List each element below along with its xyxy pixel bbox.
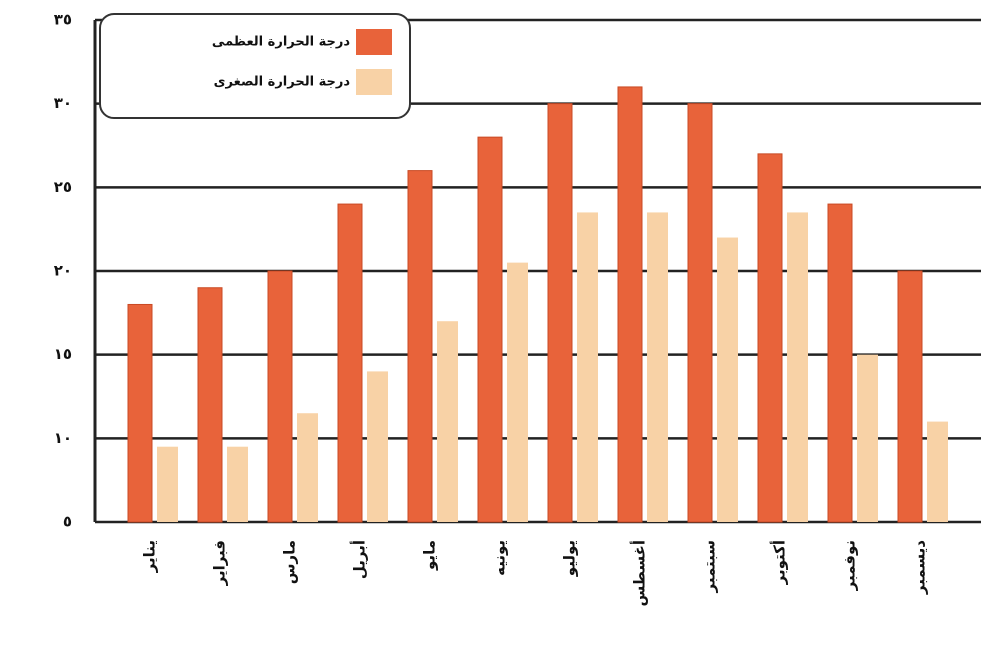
bar — [897, 270, 923, 523]
y-tick-label: ٣٠ — [54, 94, 72, 112]
x-tick-label: ديسمبر — [911, 540, 929, 595]
y-tick-label: ١٠ — [54, 429, 72, 447]
bar — [127, 303, 153, 523]
bar — [787, 212, 808, 522]
bar — [407, 170, 433, 523]
bar — [157, 446, 178, 522]
x-tick-label: يونيه — [491, 540, 509, 576]
bar — [337, 203, 363, 523]
bar — [267, 270, 293, 523]
legend-swatch — [356, 69, 392, 95]
bar — [827, 203, 853, 523]
y-tick-label: ٥ — [63, 513, 72, 531]
x-tick-label: يوليو — [561, 540, 579, 577]
y-tick-label: ١٥ — [54, 345, 72, 363]
bar — [647, 212, 668, 522]
y-tick-label: ٢٥ — [54, 178, 72, 196]
legend-label: درجة الحرارة الصغرى — [214, 75, 351, 90]
bar — [687, 103, 713, 523]
legend: درجة الحرارة العظمى درجة الحرارة الصغرى — [99, 13, 411, 119]
bar — [297, 413, 318, 522]
x-tick-label: مارس — [281, 540, 299, 584]
legend-box — [99, 13, 411, 119]
x-tick-label: يناير — [141, 540, 159, 573]
bar — [367, 371, 388, 522]
bar — [617, 86, 643, 523]
bar — [197, 287, 223, 523]
y-tick-label: ٣٥ — [54, 11, 72, 29]
x-tick-label: أبريل — [350, 540, 369, 579]
bar — [577, 212, 598, 522]
bar — [757, 153, 783, 523]
bar — [717, 237, 738, 523]
legend-label: درجة الحرارة العظمى — [212, 35, 350, 50]
x-tick-label: سبتمبر — [701, 540, 719, 594]
x-tick-label: أكتوبر — [770, 540, 789, 585]
bar — [507, 262, 528, 522]
bar — [227, 446, 248, 522]
bar — [857, 354, 878, 522]
bar — [437, 321, 458, 522]
bar — [927, 421, 948, 522]
y-tick-label: ٢٠ — [54, 262, 72, 280]
x-tick-label: مايو — [421, 540, 439, 571]
x-tick-label: أغسطس — [630, 540, 649, 606]
legend-swatch — [356, 29, 392, 55]
x-tick-label: فبراير — [211, 540, 229, 586]
x-tick-label: نوفمبر — [841, 540, 859, 591]
bar — [477, 136, 503, 523]
bar — [547, 103, 573, 523]
